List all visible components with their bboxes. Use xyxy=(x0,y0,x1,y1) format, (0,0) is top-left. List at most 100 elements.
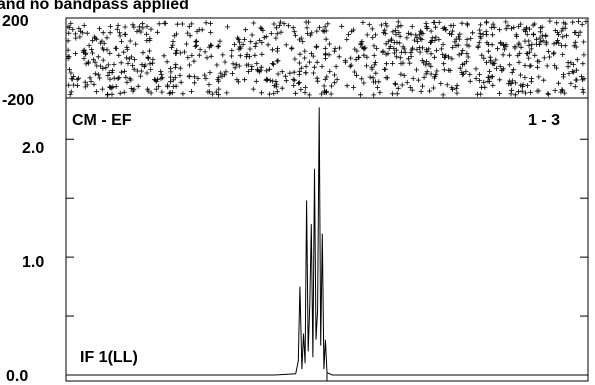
phase-point xyxy=(414,46,420,52)
phase-point xyxy=(581,39,587,45)
phase-point xyxy=(168,66,174,71)
phase-point xyxy=(475,45,481,50)
phase-scatter-points xyxy=(65,18,589,98)
phase-point xyxy=(534,41,540,47)
phase-point xyxy=(494,46,500,52)
phase-point xyxy=(464,59,469,65)
phase-point xyxy=(195,76,201,81)
amplitude-series-line xyxy=(66,107,588,376)
phase-point xyxy=(94,89,99,95)
phase-point xyxy=(551,51,556,57)
phase-point xyxy=(352,69,357,75)
phase-point xyxy=(321,83,327,89)
phase-point xyxy=(125,61,131,66)
phase-point xyxy=(354,48,360,54)
phase-point xyxy=(558,89,564,95)
phase-point xyxy=(321,29,327,34)
phase-point xyxy=(136,27,142,33)
phase-point xyxy=(470,30,475,36)
phase-point xyxy=(382,27,388,33)
phase-point xyxy=(170,42,176,48)
phase-point xyxy=(110,68,115,74)
phase-point xyxy=(166,90,172,96)
phase-point xyxy=(191,58,197,64)
phase-point xyxy=(289,46,295,52)
phase-point xyxy=(81,22,87,28)
phase-point xyxy=(127,76,133,82)
phase-point xyxy=(418,36,423,42)
phase-point xyxy=(219,73,225,79)
phase-point xyxy=(433,34,439,40)
phase-point xyxy=(158,71,164,77)
phase-point xyxy=(113,83,119,89)
phase-point xyxy=(267,91,273,97)
phase-point xyxy=(426,46,432,52)
phase-point xyxy=(453,86,459,91)
phase-point xyxy=(147,36,153,41)
phase-point xyxy=(553,65,559,71)
phase-point xyxy=(172,64,178,70)
phase-point xyxy=(140,21,145,27)
phase-point xyxy=(216,86,222,92)
phase-point xyxy=(381,30,387,36)
phase-point xyxy=(412,37,417,43)
phase-point xyxy=(296,72,302,78)
phase-point xyxy=(454,83,460,88)
phase-point xyxy=(390,29,396,35)
phase-point xyxy=(415,77,421,83)
phase-point xyxy=(369,26,375,32)
phase-point xyxy=(438,81,444,87)
phase-point xyxy=(394,91,400,97)
phase-point xyxy=(259,90,265,96)
phase-point xyxy=(500,52,506,58)
phase-point xyxy=(92,71,98,77)
phase-point xyxy=(468,36,474,41)
phase-point xyxy=(434,68,440,74)
phase-point xyxy=(253,78,259,84)
phase-point xyxy=(515,53,521,59)
phase-point xyxy=(65,38,71,44)
phase-point xyxy=(170,90,176,96)
phase-point xyxy=(450,86,456,92)
phase-point xyxy=(519,88,525,94)
phase-point xyxy=(360,20,366,25)
phase-point xyxy=(317,25,322,30)
phase-point xyxy=(408,50,414,56)
phase-ytick-top: 200 xyxy=(2,13,29,30)
phase-point xyxy=(418,89,424,95)
phase-point xyxy=(236,46,242,52)
phase-point xyxy=(540,38,546,44)
phase-point xyxy=(74,77,80,83)
phase-point xyxy=(156,21,162,27)
phase-point xyxy=(576,18,581,24)
phase-point xyxy=(551,41,557,47)
phase-point xyxy=(249,32,255,38)
phase-point xyxy=(158,76,164,82)
phase-point xyxy=(580,77,586,83)
phase-point xyxy=(258,64,264,70)
phase-point xyxy=(400,44,406,50)
phase-point xyxy=(477,78,483,84)
phase-point xyxy=(560,34,566,40)
phase-point xyxy=(104,35,110,41)
phase-point xyxy=(140,25,146,31)
phase-point xyxy=(512,44,518,50)
phase-point xyxy=(334,76,340,82)
phase-point xyxy=(312,64,318,70)
phase-point xyxy=(183,41,189,47)
phase-point xyxy=(320,28,326,34)
phase-point xyxy=(372,62,378,68)
phase-point xyxy=(349,28,355,34)
phase-point xyxy=(148,90,154,96)
phase-point xyxy=(97,40,103,46)
phase-point xyxy=(171,33,177,39)
phase-point xyxy=(507,62,513,68)
phase-point xyxy=(314,75,320,81)
phase-point xyxy=(264,68,270,74)
phase-point xyxy=(121,49,127,55)
amplitude-panel: CM - EF 1 - 3 IF 1(LL) 2.0 1.0 0.0 xyxy=(6,97,589,385)
phase-point xyxy=(377,90,383,95)
phase-point xyxy=(544,63,550,69)
phase-point xyxy=(233,61,239,67)
phase-point xyxy=(273,35,279,41)
